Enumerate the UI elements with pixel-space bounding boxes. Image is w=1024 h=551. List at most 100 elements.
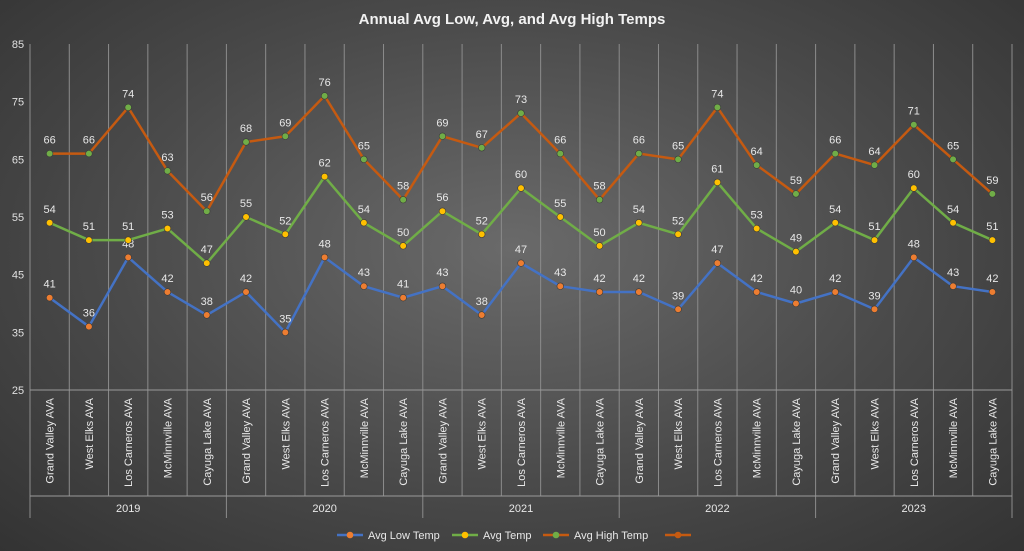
data-label: 56 [201, 192, 213, 204]
data-point [163, 167, 172, 175]
data-label: 42 [161, 273, 173, 285]
data-point [713, 259, 722, 267]
data-point [517, 259, 525, 267]
data-point [831, 219, 839, 227]
data-point [674, 230, 682, 238]
data-label: 53 [751, 210, 763, 222]
data-label: 54 [44, 204, 56, 216]
data-label: 39 [672, 290, 684, 302]
data-label: 71 [908, 106, 920, 118]
data-label: 41 [397, 279, 409, 291]
x-tick-label: Cayuga Lake AVA [595, 397, 607, 485]
x-tick-label: Cayuga Lake AVA [791, 397, 803, 485]
data-label: 47 [711, 244, 723, 256]
data-point [478, 230, 486, 238]
data-point [46, 149, 54, 158]
year-label: 2021 [509, 503, 533, 515]
data-point [242, 138, 250, 146]
data-point [517, 109, 525, 117]
data-label: 54 [947, 204, 959, 216]
data-label: 54 [358, 204, 370, 216]
legend-label: Avg Temp [483, 530, 532, 542]
data-label: 42 [986, 273, 998, 285]
chart-legend: Avg Low Temp Avg Temp Avg High Temp [337, 530, 691, 542]
data-point [635, 288, 643, 296]
data-point [674, 305, 682, 313]
data-label: 59 [986, 175, 998, 187]
data-point [163, 224, 172, 233]
data-label: 49 [790, 233, 802, 245]
x-tick-label: Grand Valley AVA [437, 397, 449, 483]
x-tick-label: Cayuga Lake AVA [398, 397, 410, 485]
data-label: 58 [593, 181, 605, 193]
data-label: 60 [515, 169, 527, 181]
data-label: 50 [397, 227, 409, 239]
data-label: 42 [751, 273, 763, 285]
data-label: 43 [358, 267, 370, 279]
data-point [674, 155, 682, 163]
data-point [360, 155, 368, 163]
y-tick-label: 25 [12, 385, 24, 397]
x-tick-label: Los Carneros AVA [516, 397, 528, 487]
x-tick-label: West Elks AVA [673, 397, 685, 469]
year-label: 2020 [312, 503, 336, 515]
data-point [321, 253, 329, 261]
y-tick-label: 75 [12, 97, 24, 109]
data-point [46, 294, 54, 302]
data-point [46, 219, 54, 227]
data-point [713, 178, 722, 186]
x-tick-label: West Elks AVA [280, 397, 292, 469]
x-tick-label: Grand Valley AVA [830, 397, 842, 483]
data-label: 41 [44, 279, 56, 291]
data-label: 52 [279, 215, 291, 227]
data-point [831, 149, 839, 158]
y-tick-label: 55 [12, 212, 24, 224]
data-label: 65 [947, 140, 959, 152]
y-tick-label: 85 [12, 39, 24, 51]
data-point [281, 230, 289, 238]
legend-marker [552, 531, 560, 539]
data-label: 43 [947, 267, 959, 279]
legend-marker [461, 531, 469, 539]
data-label: 65 [358, 140, 370, 152]
x-tick-label: McMinnville AVA [555, 397, 567, 478]
data-point [85, 149, 93, 158]
data-point [281, 132, 289, 140]
x-tick-label: Cayuga Lake AVA [987, 397, 999, 485]
data-label: 74 [122, 88, 134, 100]
data-label: 54 [633, 204, 645, 216]
data-point [517, 184, 525, 192]
data-label: 42 [633, 273, 645, 285]
x-tick-label: McMinnville AVA [162, 397, 174, 478]
data-point [635, 219, 643, 227]
x-tick-label: McMinnville AVA [752, 397, 764, 478]
data-point [556, 149, 564, 158]
data-point [792, 190, 800, 198]
data-point [988, 236, 996, 244]
data-label: 66 [83, 135, 95, 147]
data-point [85, 322, 93, 331]
data-label: 51 [83, 221, 95, 233]
data-point [949, 219, 957, 227]
x-tick-label: Grand Valley AVA [634, 397, 646, 483]
data-point [242, 288, 250, 296]
x-tick-label: Cayuga Lake AVA [202, 397, 214, 485]
chart-title: Annual Avg Low, Avg, and Avg High Temps [359, 11, 666, 28]
data-label: 50 [593, 227, 605, 239]
data-point [988, 288, 996, 296]
data-label: 54 [829, 204, 841, 216]
data-point [399, 196, 407, 204]
year-label: 2023 [902, 503, 926, 515]
data-label: 61 [711, 163, 723, 175]
data-label: 62 [318, 158, 330, 170]
x-tick-label: Los Carneros AVA [909, 397, 921, 487]
data-label: 36 [83, 308, 95, 320]
data-label: 73 [515, 94, 527, 106]
data-point [321, 173, 329, 181]
x-tick-label: West Elks AVA [84, 397, 96, 469]
data-label: 38 [476, 296, 488, 308]
data-label: 63 [161, 152, 173, 164]
data-point [753, 224, 761, 233]
data-label: 51 [986, 221, 998, 233]
